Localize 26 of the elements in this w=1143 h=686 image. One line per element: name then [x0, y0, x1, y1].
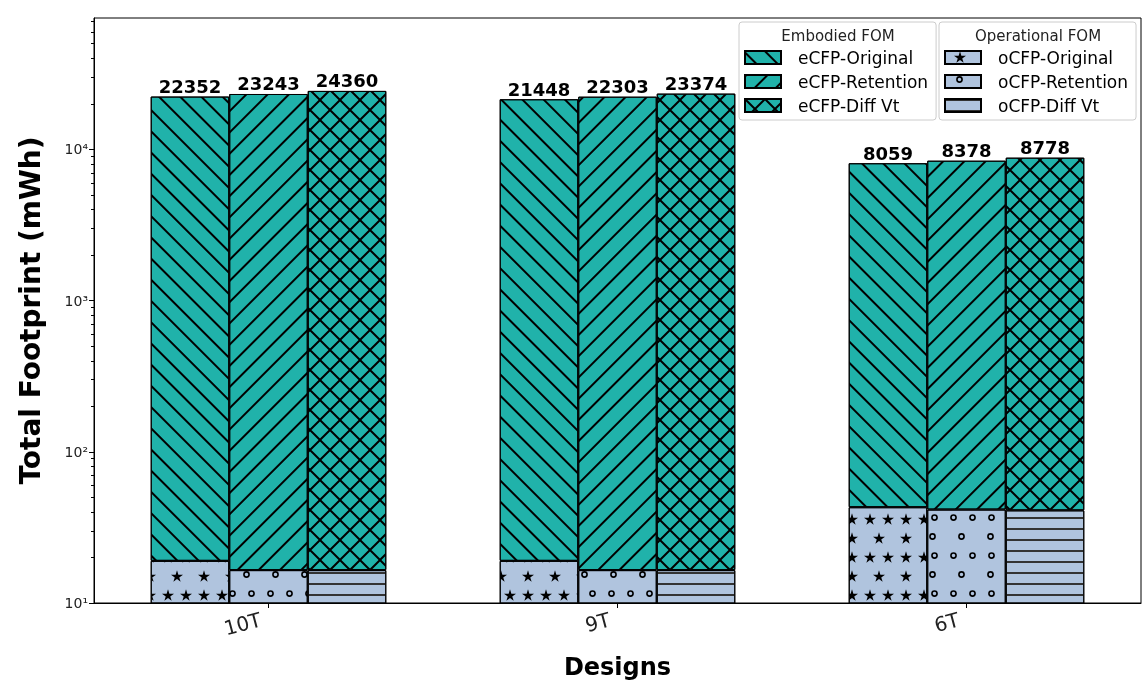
- y-tick-label: 10⁴: [64, 141, 89, 158]
- data-label: 24360: [315, 70, 379, 92]
- x-tick-label: 9T: [582, 607, 614, 638]
- data-label: 23243: [237, 73, 300, 95]
- legend-label: eCFP-Original: [798, 47, 914, 68]
- legend-label: eCFP-Diff Vt: [798, 95, 900, 116]
- y-axis-title: Total Footprint (mWh): [13, 136, 47, 485]
- data-label: 8059: [862, 142, 914, 164]
- data-label: 23374: [664, 73, 728, 95]
- legend-label: eCFP-Retention: [798, 71, 929, 92]
- y-tick-label: 10³: [64, 292, 88, 309]
- x-axis-title: Designs: [563, 653, 672, 681]
- y-tick-label: 10²: [64, 443, 88, 460]
- legend-label: oCFP-Original: [998, 47, 1114, 68]
- data-label: 21448: [507, 78, 571, 100]
- x-tick-label: 6T: [931, 607, 963, 638]
- legend-label: oCFP-Diff Vt: [998, 95, 1100, 116]
- y-tick-label: 10¹: [64, 595, 88, 611]
- legend-label: oCFP-Retention: [998, 71, 1129, 92]
- x-tick-label: 10T: [221, 607, 265, 641]
- text: Embodied FOM: [781, 26, 895, 45]
- data-label: 8378: [941, 140, 992, 162]
- data-label: 22303: [586, 76, 649, 98]
- data-label: 8778: [1019, 137, 1071, 159]
- data-label: 22352: [158, 76, 222, 98]
- text: Operational FOM: [974, 26, 1102, 45]
